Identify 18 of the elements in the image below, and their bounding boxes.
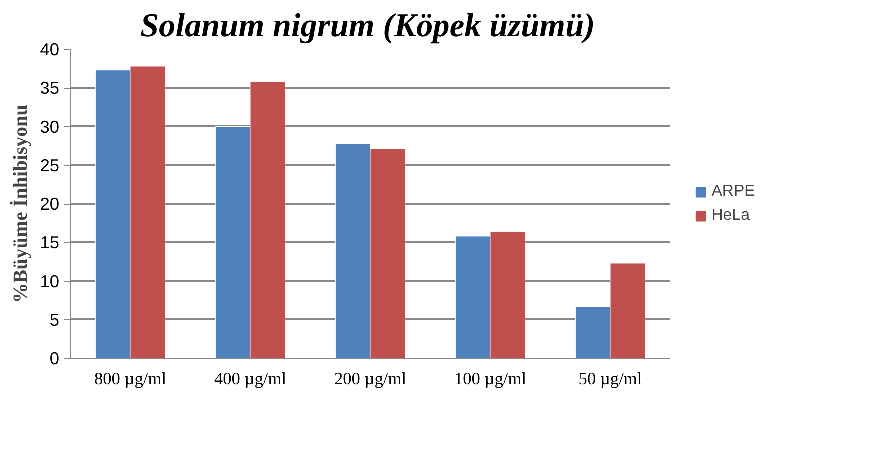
y-tick-label: 10 — [40, 271, 60, 292]
chart-title: Solanum nigrum (Köpek üzümü) — [140, 8, 596, 44]
x-tick-label: 800 µg/ml — [94, 370, 167, 388]
y-tick-label: 30 — [40, 116, 60, 137]
x-tick-label: 400 µg/ml — [214, 370, 287, 388]
y-tick-label: 15 — [40, 232, 60, 253]
x-tick-label: 50 µg/ml — [578, 370, 642, 388]
y-tick-label: 20 — [40, 194, 60, 214]
y-tick-label: 5 — [50, 310, 60, 330]
x-tick-label: 200 µg/ml — [334, 370, 407, 388]
y-tick-label: 40 — [40, 40, 60, 60]
x-tick-label: 100 µg/ml — [454, 370, 527, 388]
legend-label: HeLa — [712, 206, 750, 224]
y-tick-label: 25 — [40, 155, 60, 176]
legend-label: ARPE — [712, 182, 756, 200]
y-tick-label: 0 — [50, 348, 60, 368]
y-axis-title: %Büyüme İnhibisyonu — [9, 104, 32, 304]
y-tick-label: 35 — [40, 78, 60, 98]
